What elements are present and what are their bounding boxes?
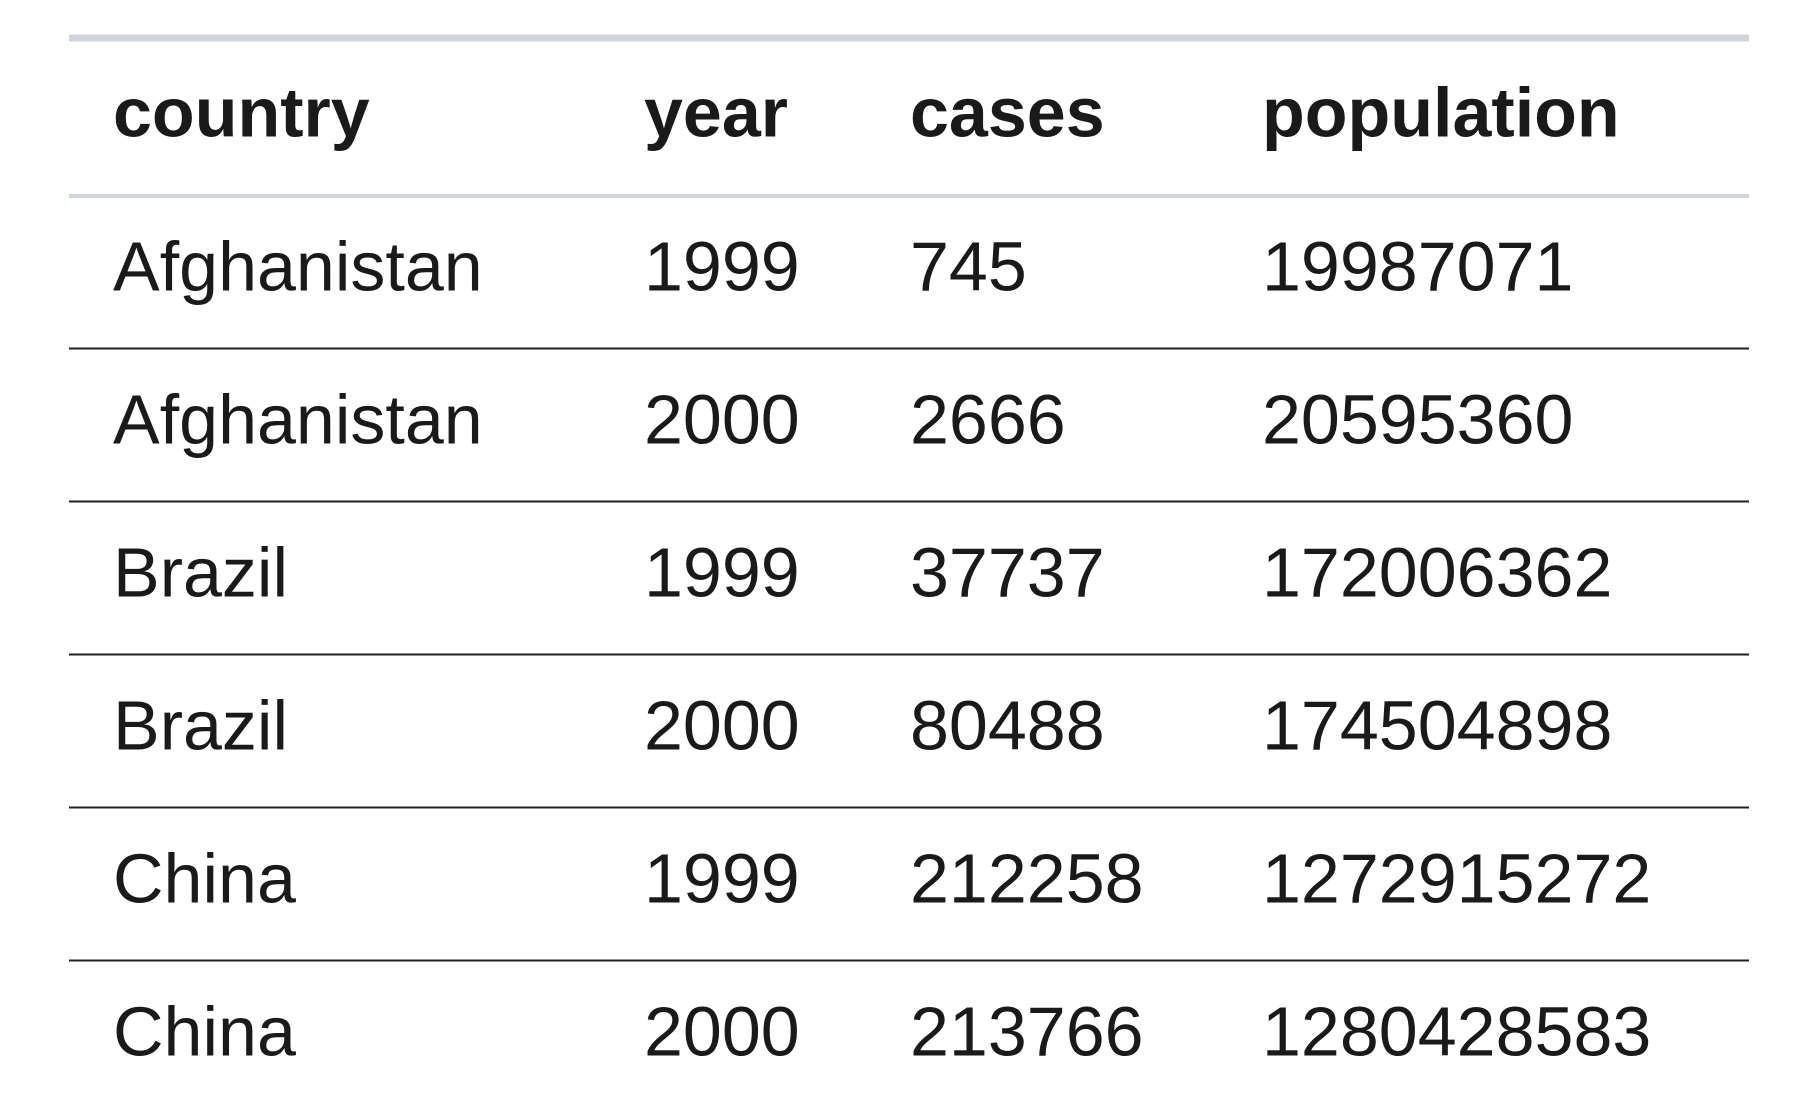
- table-cell: 1999: [644, 227, 800, 305]
- table-cell: China: [113, 839, 296, 917]
- table-cell: 19987071: [1262, 227, 1573, 305]
- table-cell: 1999: [644, 839, 800, 917]
- column-header: year: [644, 73, 788, 151]
- table-cell: 2666: [910, 380, 1066, 458]
- table-cell: 37737: [910, 533, 1105, 611]
- table-cell: 2000: [644, 686, 800, 764]
- column-header: population: [1262, 73, 1620, 151]
- table-cell: Brazil: [113, 533, 288, 611]
- table-cell: Afghanistan: [113, 227, 483, 305]
- table-cell: 80488: [910, 686, 1105, 764]
- table-cell: 212258: [910, 839, 1144, 917]
- table-cell: Afghanistan: [113, 380, 483, 458]
- table-cell: 2000: [644, 380, 800, 458]
- table-cell: 172006362: [1262, 533, 1612, 611]
- table-cell: 174504898: [1262, 686, 1612, 764]
- column-header: country: [113, 73, 370, 151]
- table-cell: 2000: [644, 992, 800, 1070]
- table-cell: 1280428583: [1262, 992, 1651, 1070]
- table-cell: 745: [910, 227, 1027, 305]
- table-cell: 1272915272: [1262, 839, 1651, 917]
- table-cell: China: [113, 992, 296, 1070]
- table-cell: Brazil: [113, 686, 288, 764]
- table-cell: 213766: [910, 992, 1144, 1070]
- table-cell: 1999: [644, 533, 800, 611]
- column-header: cases: [910, 73, 1105, 151]
- table-cell: 20595360: [1262, 380, 1573, 458]
